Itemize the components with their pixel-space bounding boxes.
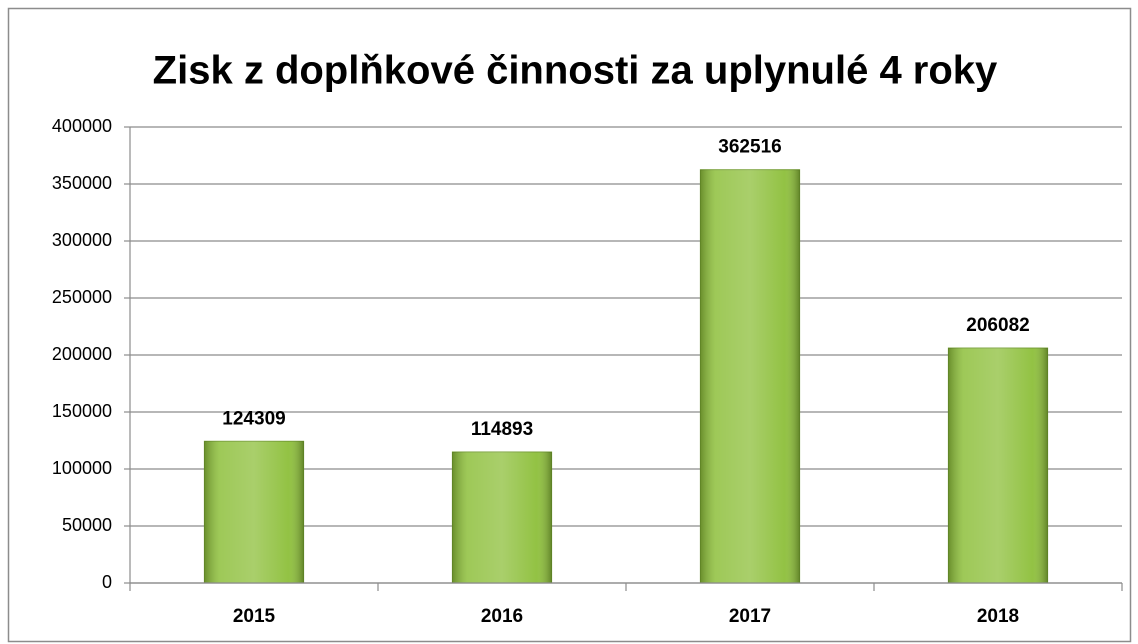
y-tick-label: 400000: [52, 116, 112, 136]
x-tick-label: 2017: [729, 606, 771, 627]
data-label: 206082: [966, 315, 1029, 336]
y-tick-label: 100000: [52, 458, 112, 478]
y-tick-label: 200000: [52, 344, 112, 364]
data-label: 362516: [718, 137, 781, 158]
y-tick-label: 250000: [52, 287, 112, 307]
chart-title: Zisk z doplňkové činnosti za uplynulé 4 …: [153, 49, 998, 93]
y-tick-label: 300000: [52, 230, 112, 250]
y-tick-label: 150000: [52, 401, 112, 421]
y-tick-label: 50000: [62, 515, 112, 535]
data-label: 124309: [222, 408, 285, 429]
bar-shade: [948, 348, 1048, 583]
bar-shade: [452, 452, 552, 583]
chart-border: [7, 7, 1132, 643]
x-tick-label: 2018: [977, 606, 1019, 627]
y-tick-label: 0: [102, 572, 112, 592]
bar-shade: [204, 441, 304, 583]
bar-shade: [700, 169, 800, 584]
data-label: 114893: [471, 419, 533, 440]
x-tick-label: 2016: [481, 606, 523, 627]
x-tick-label: 2015: [233, 606, 276, 627]
y-tick-label: 350000: [52, 173, 112, 193]
